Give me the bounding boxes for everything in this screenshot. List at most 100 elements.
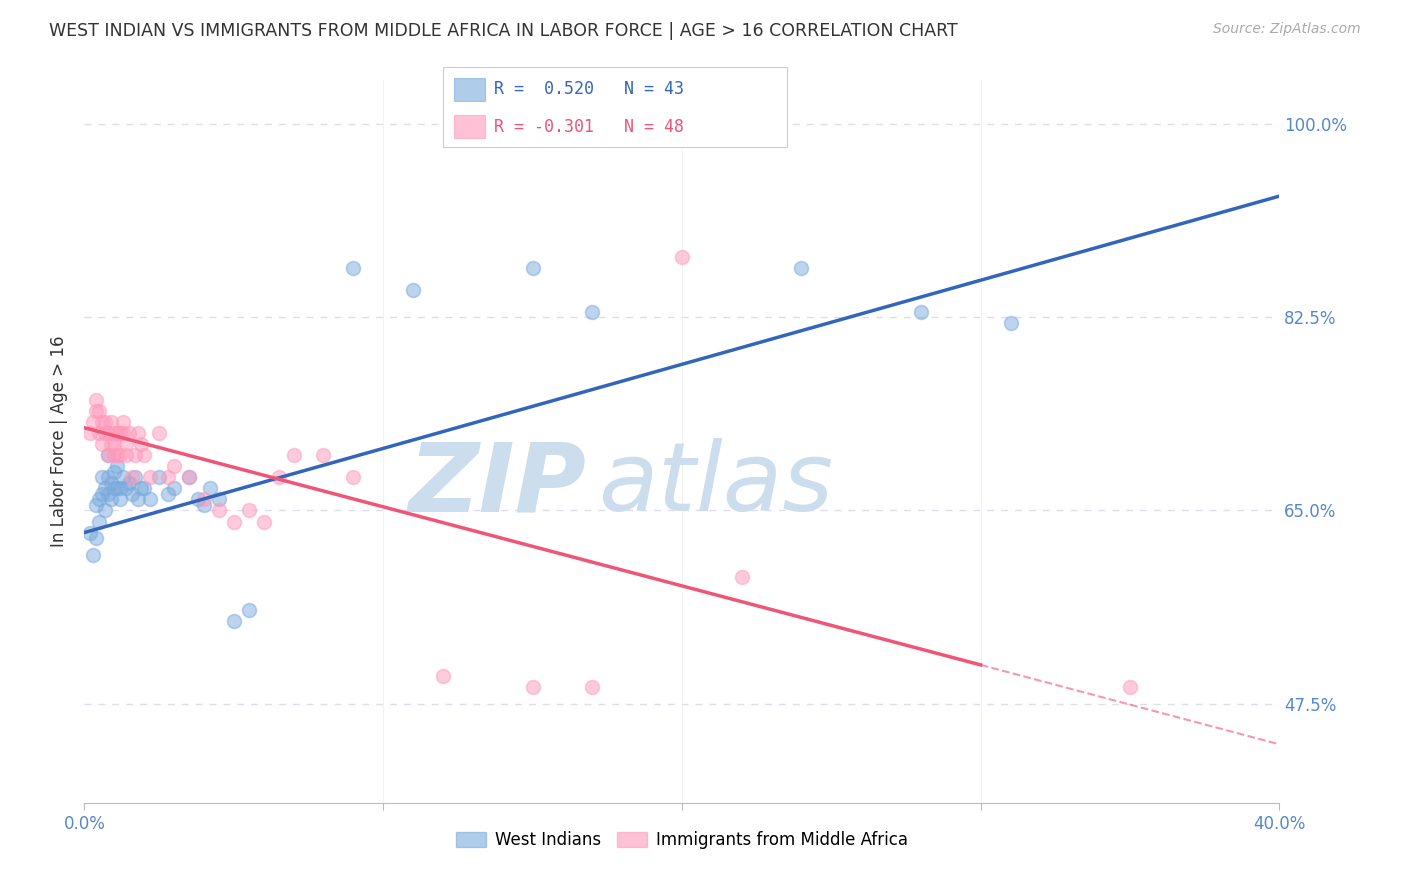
Point [89,515,111,529]
Point [1119,680,1142,694]
Point [522,260,544,275]
Point [110,448,132,462]
Y-axis label: In Labor Force | Age > 16: In Labor Force | Age > 16 [49,335,67,548]
Point [115,448,138,462]
Point [198,482,221,496]
Point [100,437,122,451]
Point [148,470,170,484]
Text: atlas: atlas [599,438,834,532]
Point [129,437,152,451]
Point [115,482,138,496]
Point [94,482,117,496]
Point [121,487,143,501]
Text: WEST INDIAN VS IMMIGRANTS FROM MIDDLE AFRICA IN LABOR FORCE | AGE > 16 CORRELATI: WEST INDIAN VS IMMIGRANTS FROM MIDDLE AF… [49,22,957,40]
Point [163,459,186,474]
Point [91,487,114,501]
Point [132,448,156,462]
Point [110,492,132,507]
Point [208,503,231,517]
Point [238,503,260,517]
Point [731,569,754,583]
Point [103,448,125,462]
Point [1000,316,1022,330]
Point [163,482,186,496]
Point [312,448,335,462]
Point [100,415,122,429]
Point [148,426,170,441]
Point [127,426,149,441]
Point [105,426,128,441]
Text: ZIP: ZIP [408,438,586,532]
Point [103,482,125,496]
Point [105,459,128,474]
Point [522,680,544,694]
Point [283,448,305,462]
Point [127,492,149,507]
Point [208,492,231,507]
Point [671,250,693,264]
Point [97,448,120,462]
Point [177,470,200,484]
Point [177,470,200,484]
Point [253,515,276,529]
Point [193,492,215,507]
Point [89,426,111,441]
Point [581,305,603,319]
Point [112,426,135,441]
Point [97,426,120,441]
Point [222,614,245,628]
Point [91,437,114,451]
Point [110,482,132,496]
Point [100,492,122,507]
Point [82,548,104,562]
Point [89,492,111,507]
Point [105,482,128,496]
Point [112,415,135,429]
Point [103,437,125,451]
Point [115,437,138,451]
Point [267,470,290,484]
Point [432,669,454,683]
Point [110,426,132,441]
Point [86,498,108,512]
Point [139,470,162,484]
Point [124,448,146,462]
Text: Source: ZipAtlas.com: Source: ZipAtlas.com [1213,22,1361,37]
Point [91,470,114,484]
Text: R = -0.301   N = 48: R = -0.301 N = 48 [494,118,683,136]
Point [193,498,215,512]
Point [86,404,108,418]
Point [132,482,156,496]
Point [94,415,117,429]
Point [103,426,125,441]
Point [97,448,120,462]
Point [79,525,101,540]
Point [82,415,104,429]
Point [118,426,141,441]
Legend: West Indians, Immigrants from Middle Africa: West Indians, Immigrants from Middle Afr… [450,824,914,856]
Point [157,470,180,484]
Point [103,465,125,479]
Text: R =  0.520   N = 43: R = 0.520 N = 43 [494,80,683,98]
Point [402,283,425,297]
Point [89,404,111,418]
Point [94,426,117,441]
Point [139,492,162,507]
Point [238,603,260,617]
Point [187,492,209,507]
Point [97,487,120,501]
Point [112,470,135,484]
Point [86,531,108,545]
Point [91,415,114,429]
Point [129,482,152,496]
Point [342,470,364,484]
Point [118,475,141,490]
Point [121,470,143,484]
Point [157,487,180,501]
Point [342,260,364,275]
Point [105,448,128,462]
Point [79,426,101,441]
Point [94,503,117,517]
Point [790,260,813,275]
Point [222,515,245,529]
